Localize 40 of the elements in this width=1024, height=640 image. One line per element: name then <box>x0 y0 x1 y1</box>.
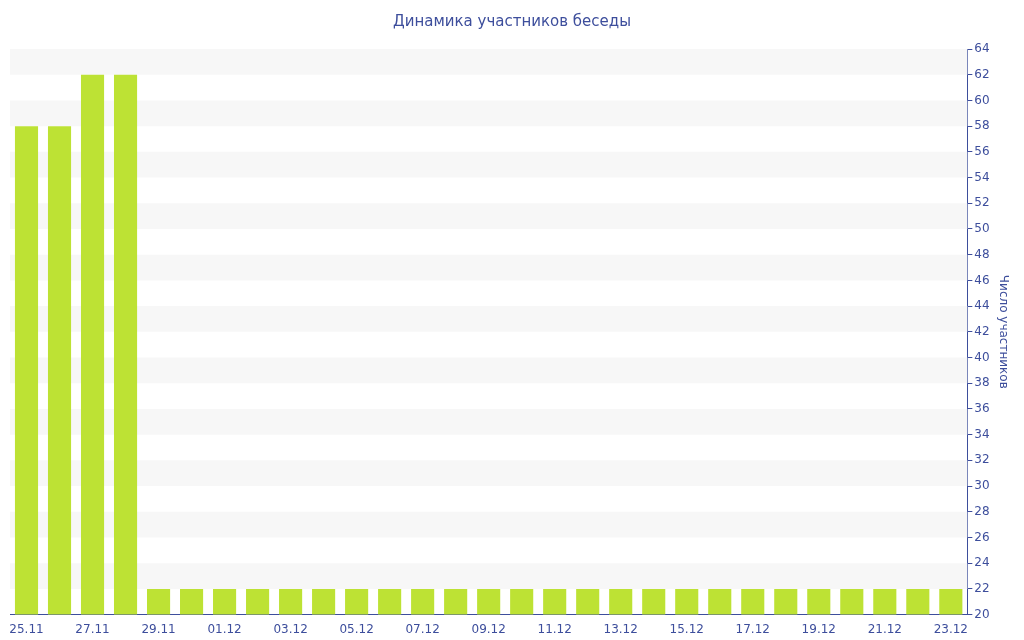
x-tick-label: 29.11 <box>141 621 176 636</box>
y-tick-label: 62 <box>974 66 990 81</box>
y-tick-label: 56 <box>974 143 990 158</box>
y-tick-label: 36 <box>974 401 990 416</box>
y-tick-label: 60 <box>974 92 990 107</box>
x-tick-label: 17.12 <box>735 621 770 636</box>
x-tick-label: 09.12 <box>471 621 506 636</box>
x-tick-label: 15.12 <box>669 621 704 636</box>
y-tick-label: 38 <box>974 375 990 390</box>
y-tick-label: 58 <box>974 118 990 133</box>
y-tick-label: 64 <box>974 41 990 56</box>
x-tick-label: 13.12 <box>603 621 638 636</box>
y-tick-label: 50 <box>974 221 990 236</box>
x-tick-label: 25.11 <box>9 621 44 636</box>
y-tick-label: 22 <box>974 581 990 596</box>
y-tick-label: 52 <box>974 195 990 210</box>
y-tick-label: 30 <box>974 478 990 493</box>
y-tick-label: 44 <box>974 298 990 313</box>
y-tick-label: 42 <box>974 323 990 338</box>
y-tick-label: 40 <box>974 349 990 364</box>
x-tick-label: 01.12 <box>207 621 242 636</box>
chart-title: Динамика участников беседы <box>392 11 632 30</box>
y-tick-label: 48 <box>974 246 990 261</box>
y-tick-label: 32 <box>974 452 990 467</box>
y-tick-label: 34 <box>974 426 990 441</box>
y-tick-label: 28 <box>974 503 990 518</box>
x-tick-label: 05.12 <box>339 621 374 636</box>
y-tick-label: 26 <box>974 529 990 544</box>
y-axis-title: Число участников <box>996 274 1011 389</box>
y-tick-label: 46 <box>974 272 990 287</box>
y-tick-label: 24 <box>974 555 990 570</box>
x-tick-label: 07.12 <box>405 621 440 636</box>
x-tick-label: 21.12 <box>867 621 902 636</box>
x-tick-label: 27.11 <box>75 621 110 636</box>
y-tick-label: 20 <box>974 606 990 621</box>
x-tick-label: 19.12 <box>801 621 836 636</box>
x-tick-label: 23.12 <box>933 621 968 636</box>
y-tick-label: 54 <box>974 169 990 184</box>
x-tick-label: 11.12 <box>537 621 572 636</box>
x-tick-label: 03.12 <box>273 621 308 636</box>
